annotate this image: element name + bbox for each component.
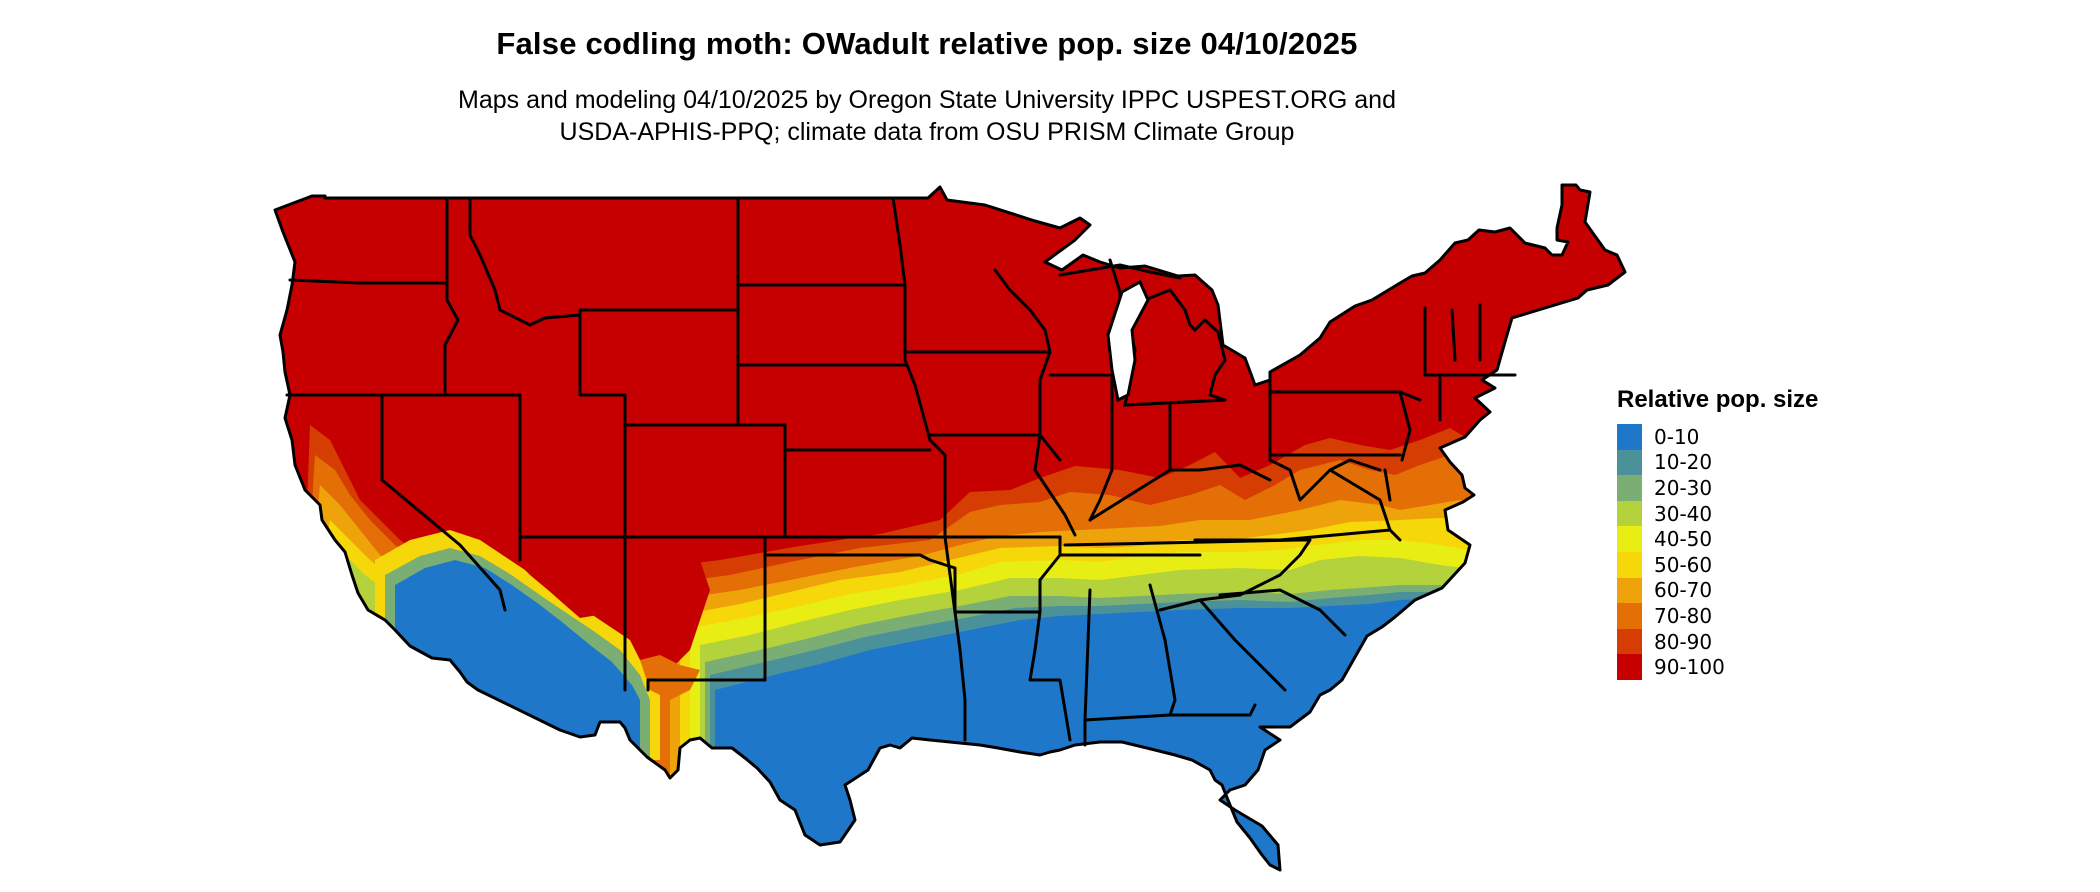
legend-item: 40-50 (1617, 526, 1818, 552)
border-sd-mn-ia (903, 283, 932, 442)
legend: Relative pop. size 0-10 10-20 20-30 30-40 40… (1617, 386, 1818, 680)
lake-michigan (1106, 279, 1150, 403)
legend-title: Relative pop. size (1617, 386, 1819, 413)
zone-arizona-red (505, 525, 605, 618)
border-wa-or (288, 278, 449, 285)
border-ut-wy (578, 393, 627, 427)
legend-swatch (1617, 603, 1642, 629)
legend-item: 0-10 (1617, 424, 1818, 450)
border-al-ga (1148, 583, 1177, 717)
legend-item: 60-70 (1617, 577, 1818, 604)
legend-label: 90-100 (1654, 655, 1725, 680)
legend-swatch (1617, 449, 1642, 476)
legend-label: 20-30 (1654, 475, 1713, 500)
border-ar-ms-tn (1038, 535, 1062, 614)
legend-swatch (1617, 628, 1642, 655)
zone-nm-orange (640, 655, 700, 700)
border-de-md (1383, 468, 1392, 502)
legend-swatch (1617, 500, 1642, 527)
border-wv (1268, 458, 1382, 502)
legend-item: 20-30 (1617, 475, 1818, 501)
legend-label: 80-90 (1654, 629, 1713, 654)
border-ga-sc (1198, 598, 1287, 692)
legend-label: 10-20 (1654, 450, 1713, 475)
legend-swatch (1617, 551, 1642, 578)
legend-swatch (1617, 424, 1642, 450)
border-ia-il (1038, 350, 1062, 462)
border-nj (1398, 390, 1412, 462)
legend-item: 10-20 (1617, 449, 1818, 476)
border-ok-tx (763, 553, 957, 614)
border-ca-nv (380, 393, 507, 612)
legend-swatch (1617, 577, 1642, 604)
border-mi-upper (1058, 263, 1182, 280)
border-or-id (443, 298, 460, 397)
border-vt-nh (1450, 308, 1457, 362)
legend-label: 30-40 (1654, 501, 1713, 526)
legend-label: 50-60 (1654, 552, 1713, 577)
border-tx-la (953, 610, 967, 742)
legend-item: 50-60 (1617, 551, 1818, 578)
map-subtitle: Maps and modeling 04/10/2025 by Oregon S… (0, 84, 1854, 148)
legend-item: 30-40 (1617, 500, 1818, 527)
legend-swatch (1617, 526, 1642, 552)
legend-item: 90-100 (1617, 654, 1818, 680)
border-la-ms (1028, 610, 1072, 742)
border-id-mt (468, 196, 582, 327)
legend-swatch (1617, 654, 1642, 680)
border-nd-mn (891, 196, 907, 287)
border-nm-tx (646, 535, 767, 692)
legend-label: 40-50 (1654, 527, 1713, 552)
legend-label: 60-70 (1654, 578, 1713, 603)
legend-items: 0-10 10-20 20-30 30-40 40-50 50-60 60-70 70-80 8… (1617, 424, 1818, 680)
legend-label: 0-10 (1654, 424, 1700, 449)
legend-label: 70-80 (1654, 603, 1713, 628)
subtitle-line-1: Maps and modeling 04/10/2025 by Oregon S… (458, 86, 1396, 114)
border-ga-fl (1168, 703, 1257, 717)
border-va-md (1328, 468, 1392, 532)
legend-item: 70-80 (1617, 603, 1818, 629)
border-ky-north (1088, 463, 1272, 522)
border-sc-nc (1218, 588, 1347, 637)
border-ok-ar (943, 535, 957, 614)
state-borders (273, 183, 1627, 872)
border-ks-mo (928, 438, 947, 539)
map-title: False codling moth: OWadult relative pop… (496, 26, 1358, 61)
border-il-mo (1033, 433, 1077, 537)
zone-nm-red (600, 540, 710, 670)
border-il-in (1088, 376, 1114, 522)
subtitle-line-2: USDA-APHIS-PPQ; climate data from OSU PR… (559, 118, 1295, 146)
border-wi-mn (993, 268, 1052, 354)
legend-swatch (1617, 475, 1642, 501)
legend-item: 80-90 (1617, 628, 1818, 655)
